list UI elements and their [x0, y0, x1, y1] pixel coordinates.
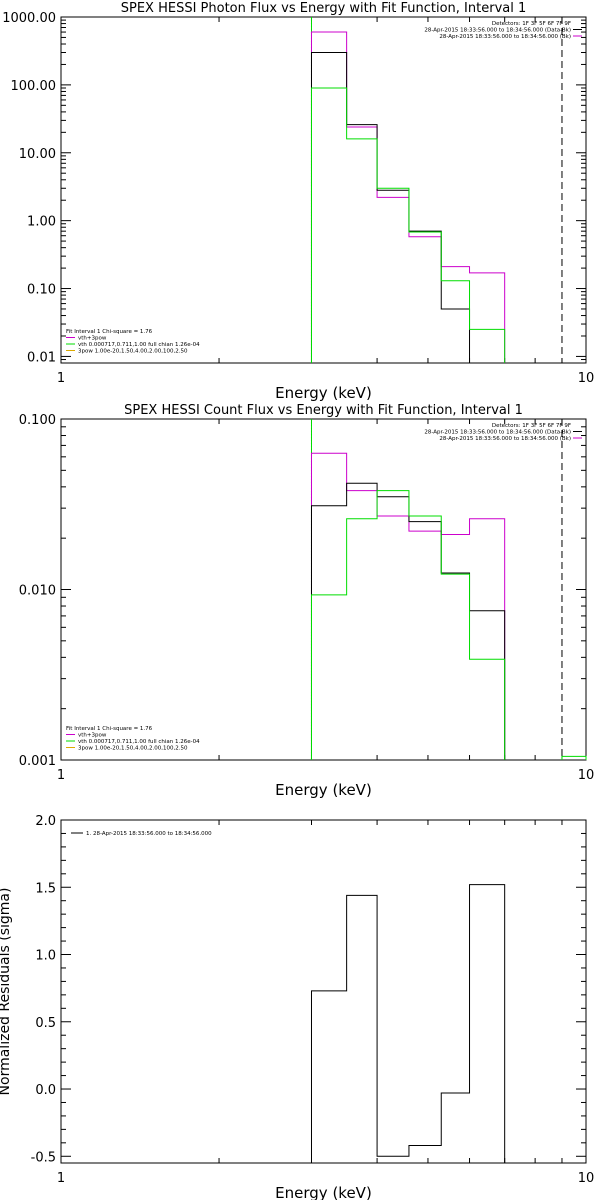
- legend-text: Detectors: 1F 3F 5F 6F 7F 9F: [492, 21, 571, 27]
- chart-title: SPEX HESSI Count Flux vs Energy with Fit…: [124, 403, 523, 418]
- x-tick-label: 10: [578, 371, 595, 386]
- y-tick-label: 1.5: [35, 881, 56, 896]
- chart-title: SPEX HESSI Photon Flux vs Energy with Fi…: [121, 1, 527, 16]
- y-tick-label: 0.0: [35, 1083, 56, 1098]
- series-line: [310, 87, 506, 363]
- x-axis-label: Energy (keV): [275, 384, 372, 402]
- x-tick-label: 1: [57, 371, 65, 386]
- legend-text: 28-Apr-2015 18:33:56.000 to 18:34:56.000…: [424, 430, 571, 436]
- series-line: [310, 490, 506, 760]
- legend-text: Detectors: 1F 3F 5F 6F 7F 9F: [492, 423, 571, 429]
- plot-frame: [60, 16, 587, 364]
- y-tick-label: 0.01: [27, 350, 56, 365]
- legend-text: 28-Apr-2015 18:33:56.000 to 18:34:56.000…: [439, 436, 571, 442]
- y-tick-label: 0.100: [19, 413, 56, 428]
- y-tick-label: 0.010: [19, 584, 56, 599]
- y-tick-label: 1.0: [35, 949, 56, 964]
- plot-frame: [60, 418, 587, 761]
- y-tick-label: 10.00: [19, 147, 56, 162]
- x-axis-label: Energy (keV): [275, 1184, 372, 1200]
- x-tick-label: 1: [57, 1171, 65, 1186]
- x-axis-label: Energy (keV): [275, 781, 372, 799]
- series-line: [561, 755, 587, 760]
- y-tick-label: 0.10: [27, 283, 56, 298]
- plot-frame: [60, 819, 587, 1164]
- y-tick-label: 2.0: [35, 814, 56, 829]
- y-tick-label: -0.5: [31, 1150, 56, 1165]
- legend-text: 28-Apr-2015 18:33:56.000 to 18:34:56.000…: [424, 28, 571, 34]
- legend-text: Fit Interval 1 Chi-square = 1.76: [66, 329, 153, 335]
- legend-text: 28-Apr-2015 18:33:56.000 to 18:34:56.000…: [439, 34, 571, 40]
- legend-text: vth 0.000717,0.711,1.00 full chian 1.26e…: [78, 739, 200, 745]
- y-tick-label: 0.001: [19, 754, 56, 769]
- legend-text: 3pow 1.00e-20,1.50,4.00,2.00,100,2.50: [78, 746, 188, 752]
- legend-text: vth 0.000717,0.711,1.00 full chian 1.26e…: [78, 342, 200, 348]
- chart-panel-2: SPEX HESSI Count Flux vs Energy with Fit…: [19, 403, 594, 799]
- y-tick-label: 0.5: [35, 1016, 56, 1031]
- legend-text: Fit Interval 1 Chi-square = 1.76: [66, 726, 153, 732]
- legend-text: vth+3pow: [78, 733, 107, 739]
- y-tick-label: 1.00: [27, 215, 56, 230]
- legend-text: 1. 28-Apr-2015 18:33:56.000 to 18:34:56.…: [86, 831, 212, 837]
- series-line: [310, 884, 506, 1163]
- x-tick-label: 10: [578, 1171, 595, 1186]
- legend-text: vth+3pow: [78, 336, 107, 342]
- series-line: [310, 31, 506, 363]
- series-line: [310, 51, 471, 363]
- x-tick-label: 10: [578, 768, 595, 783]
- x-tick-label: 1: [57, 768, 65, 783]
- chart-panel-3: Energy (keV) Normalized Residuals (sigma)…: [0, 814, 594, 1200]
- y-axis-label: Normalized Residuals (sigma): [0, 888, 13, 1096]
- y-tick-label: 1000.00: [2, 11, 56, 26]
- series-line: [310, 482, 506, 760]
- chart-panel-1: SPEX HESSI Photon Flux vs Energy with Fi…: [2, 1, 594, 402]
- series-line: [310, 452, 506, 760]
- y-tick-label: 100.00: [11, 79, 57, 94]
- legend-text: 3pow 1.00e-20,1.50,4.00,2.00,100,2.50: [78, 349, 188, 355]
